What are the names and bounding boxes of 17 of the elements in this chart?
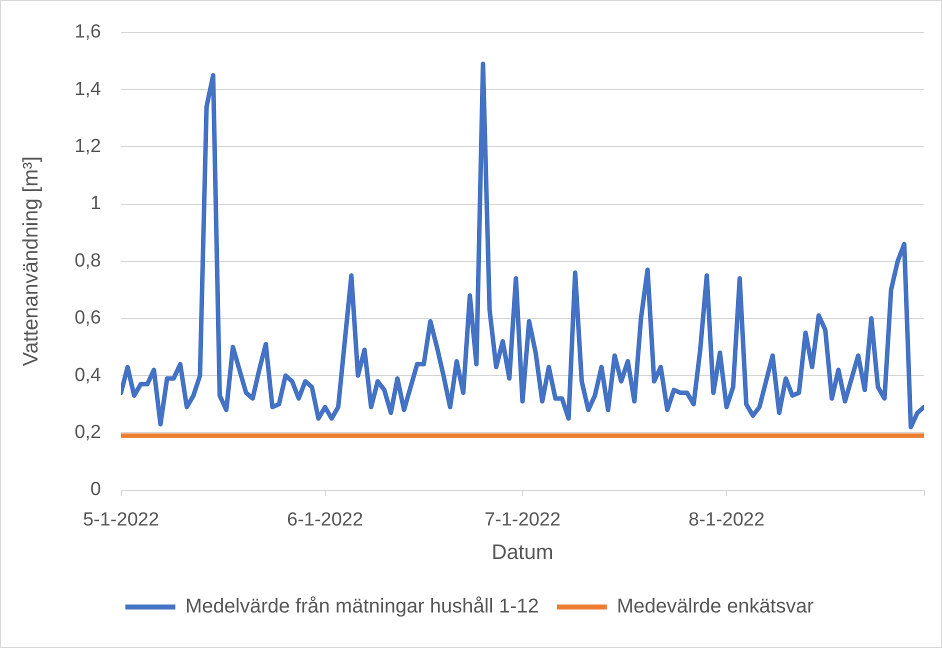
x-tick-label: 8-1-2022 [688,510,765,531]
y-tick-label: 0,6 [74,308,101,329]
x-tick-label: 7-1-2022 [484,510,561,531]
x-tick-label: 5-1-2022 [82,510,160,531]
x-axis-title: Datum [492,541,554,564]
y-tick-label: 1 [90,193,101,214]
y-tick-label: 0,4 [74,364,102,386]
y-tick-label: 1,6 [74,22,101,43]
y-tick-label: 1,2 [74,136,101,158]
y-tick-label: 0,2 [74,422,101,444]
y-tick-label: 1,4 [74,78,102,100]
y-tick-label: 0,8 [74,250,101,272]
y-tick-label: 0 [90,479,101,500]
legend-label: Medevälrde enkätsvar [616,596,814,618]
x-tick-label: 6-1-2022 [287,510,364,531]
legend-label: Medelvärde från mätningar hushåll 1-12 [185,596,539,618]
y-axis-title: Vattenanvändning [m³] [19,156,42,366]
